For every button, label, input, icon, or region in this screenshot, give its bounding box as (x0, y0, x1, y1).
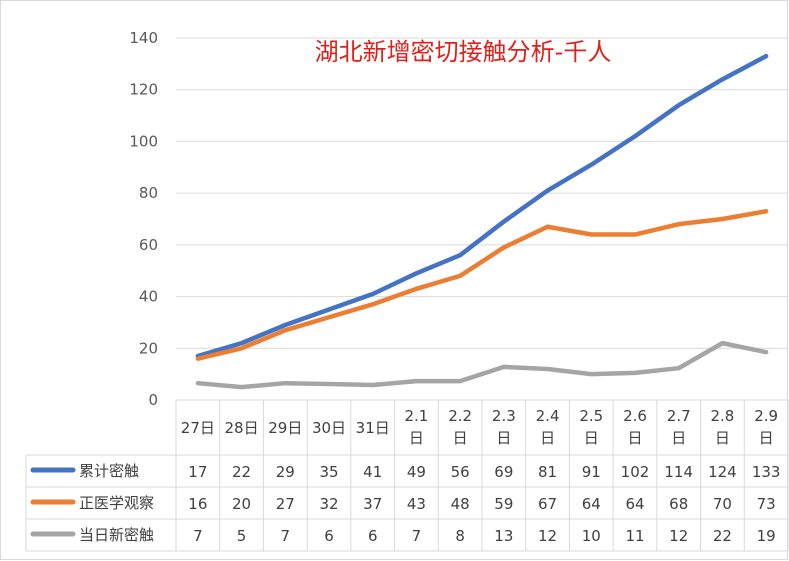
x-tick-label: 2.8 (710, 407, 734, 425)
x-tick-label: 日 (759, 429, 774, 447)
table-value: 59 (494, 495, 513, 513)
table-value: 7 (281, 527, 291, 545)
table-value: 16 (188, 495, 207, 513)
x-tick-label: 28日 (225, 419, 259, 437)
table-value: 48 (451, 495, 470, 513)
x-tick-label: 日 (540, 429, 555, 447)
y-tick-label: 0 (148, 391, 158, 409)
gridlines (176, 37, 788, 401)
x-tick-label: 日 (584, 429, 599, 447)
x-tick-label: 日 (453, 429, 468, 447)
table-value: 8 (455, 527, 465, 545)
table-value: 49 (407, 463, 426, 481)
table-value: 69 (494, 463, 513, 481)
x-tick-label: 日 (671, 429, 686, 447)
chart-title: 湖北新增密切接触分析-千人 (315, 38, 612, 66)
table-value: 20 (232, 495, 251, 513)
table-value: 6 (368, 527, 378, 545)
table-value: 32 (319, 495, 338, 513)
x-tick-label: 27日 (181, 419, 215, 437)
table-value: 11 (625, 527, 644, 545)
table-value: 7 (193, 527, 203, 545)
table-value: 124 (708, 463, 737, 481)
x-tick-label: 2.2 (448, 407, 472, 425)
y-tick-label: 60 (139, 236, 158, 254)
series-line (195, 340, 769, 390)
table-value: 64 (625, 495, 644, 513)
x-tick-label: 31日 (356, 419, 390, 437)
x-tick-label: 日 (627, 429, 642, 447)
x-tick-label: 日 (409, 429, 424, 447)
series-line (195, 53, 769, 359)
table-value: 19 (757, 527, 776, 545)
x-tick-label: 2.6 (623, 407, 647, 425)
table-value: 64 (582, 495, 601, 513)
table-value: 41 (363, 463, 382, 481)
table-value: 29 (276, 463, 295, 481)
table-value: 37 (363, 495, 382, 513)
table-value: 102 (621, 463, 650, 481)
series-line (195, 208, 769, 361)
table-value: 81 (538, 463, 557, 481)
x-tick-label: 30日 (312, 419, 346, 437)
legend-label: 当日新密触 (79, 526, 154, 544)
table-value: 12 (669, 527, 688, 545)
table-value: 27 (276, 495, 295, 513)
legend-label: 累计密触 (79, 462, 139, 480)
table-value: 56 (451, 463, 470, 481)
y-axis-ticks: 0 20 40 60 80 100 120 140 (129, 29, 158, 409)
table-value: 22 (232, 463, 251, 481)
table-value: 133 (752, 463, 781, 481)
table-value: 7 (412, 527, 422, 545)
table-value: 10 (582, 527, 601, 545)
table-value: 12 (538, 527, 557, 545)
y-tick-label: 140 (129, 29, 158, 47)
table-value: 114 (664, 463, 693, 481)
y-tick-label: 20 (139, 339, 158, 357)
x-tick-label: 2.1 (404, 407, 428, 425)
x-tick-label: 日 (496, 429, 511, 447)
table-value: 73 (757, 495, 776, 513)
x-tick-label: 日 (715, 429, 730, 447)
table-value: 91 (582, 463, 601, 481)
table-value: 35 (319, 463, 338, 481)
x-tick-label: 2.9 (754, 407, 778, 425)
data-table: 27日 28日 29日 30日 31日2.1日2.2日2.3日2.4日2.5日2.6日2… (25, 400, 789, 552)
table-value: 17 (188, 463, 207, 481)
table-value: 67 (538, 495, 557, 513)
x-tick-label: 2.5 (579, 407, 603, 425)
x-tick-label: 2.7 (667, 407, 691, 425)
y-tick-label: 120 (129, 81, 158, 99)
table-value: 70 (713, 495, 732, 513)
series-lines (195, 53, 769, 390)
table-value: 68 (669, 495, 688, 513)
y-tick-label: 100 (129, 132, 158, 150)
y-tick-label: 40 (139, 288, 158, 306)
legend-label: 正医学观察 (79, 494, 154, 512)
table-value: 43 (407, 495, 426, 513)
table-value: 13 (494, 527, 513, 545)
x-tick-label: 2.4 (536, 407, 560, 425)
table-value: 5 (237, 527, 247, 545)
table-value: 22 (713, 527, 732, 545)
x-tick-label: 2.3 (492, 407, 516, 425)
table-value: 6 (324, 527, 334, 545)
x-tick-label: 29日 (268, 419, 302, 437)
y-tick-label: 80 (139, 184, 158, 202)
